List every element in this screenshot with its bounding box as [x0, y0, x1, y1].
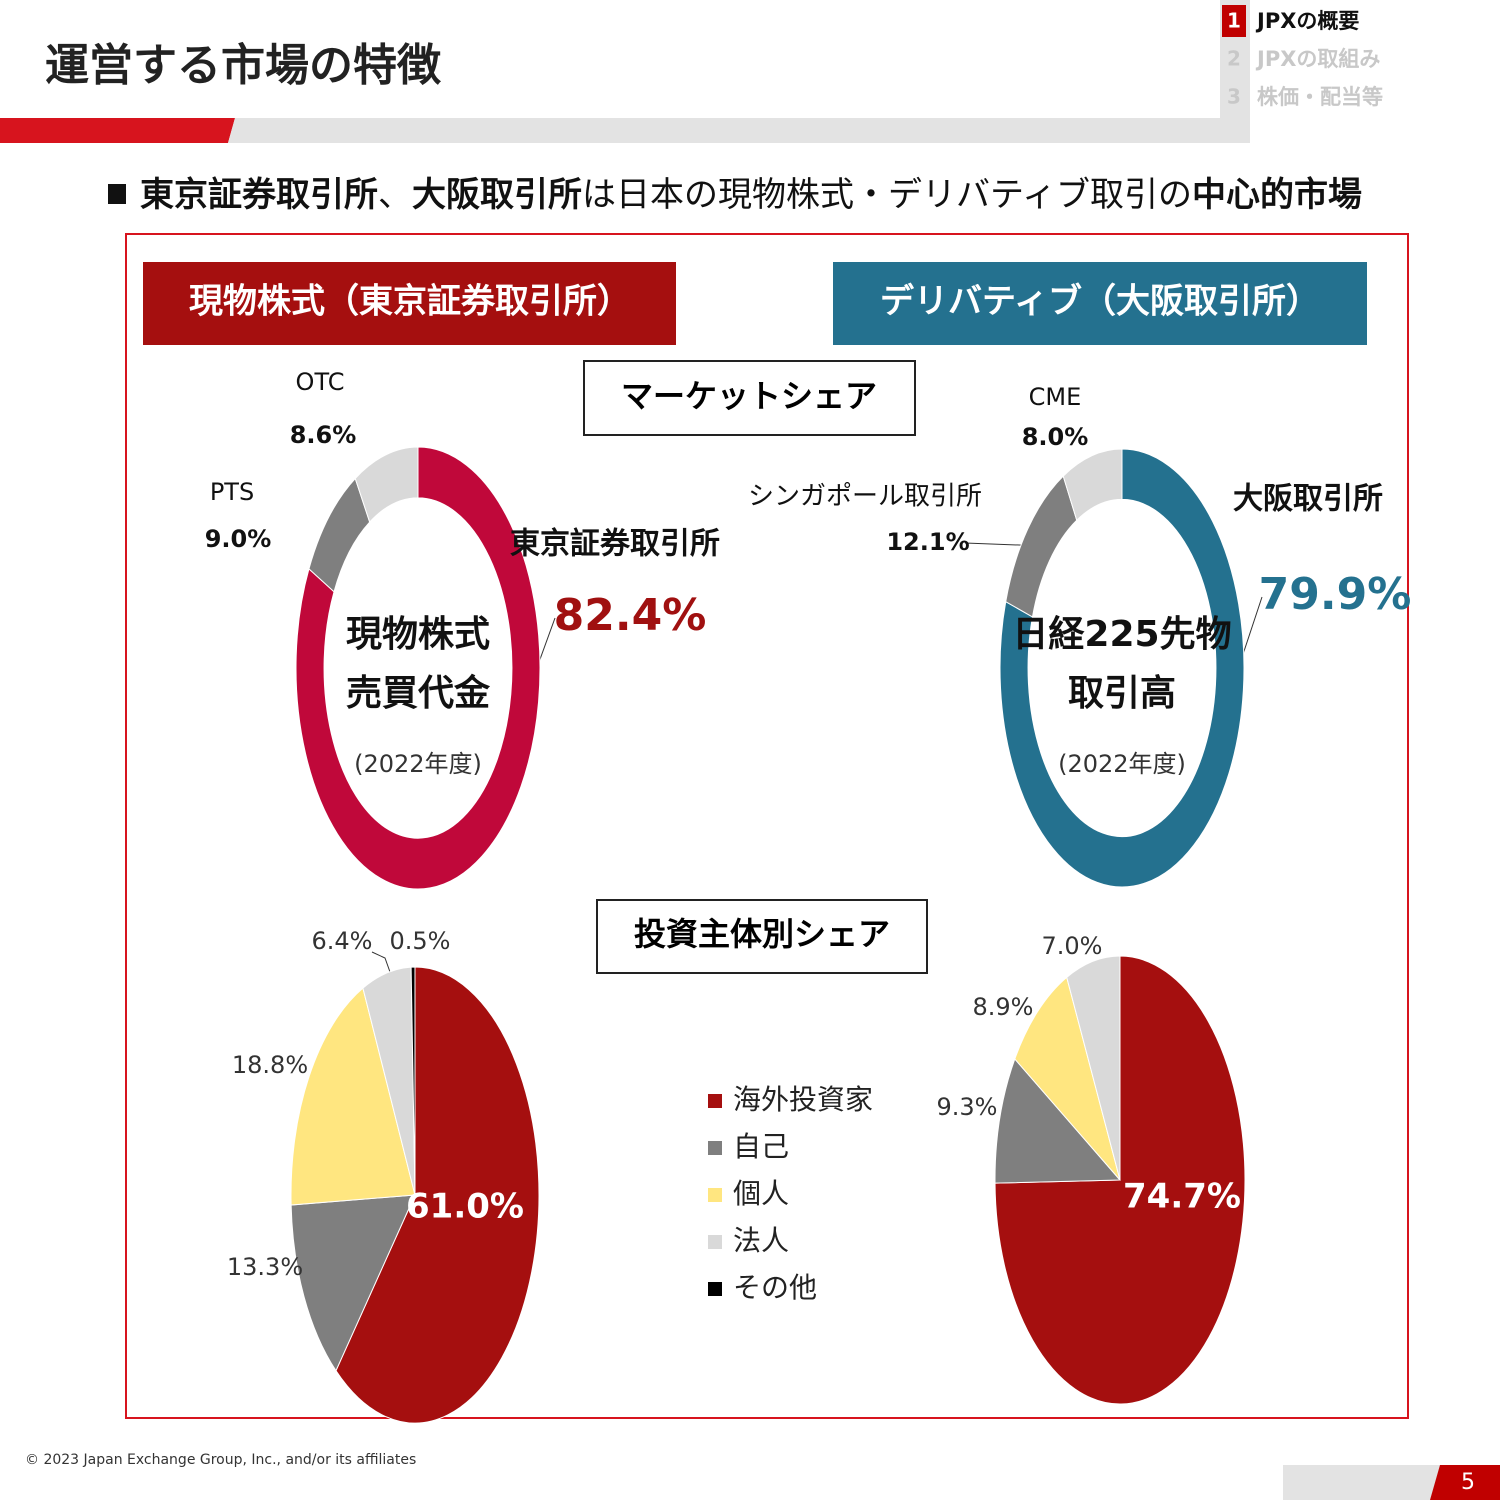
- slice-value: 12.1%: [886, 528, 969, 556]
- pie-slice: [994, 955, 1246, 1405]
- donut-slice: [1062, 448, 1123, 522]
- slice-value: 9.3%: [937, 1093, 998, 1121]
- slice-name: OTC: [296, 368, 345, 396]
- page-tab: [1430, 1465, 1500, 1500]
- legend-swatch: [708, 1282, 722, 1296]
- donut-slice: [354, 446, 419, 524]
- section-title: 現物株式（東京証券取引所）: [189, 282, 631, 322]
- pie-slice: [335, 966, 540, 1424]
- legend-swatch: [708, 1235, 722, 1249]
- center-label: 売買代金: [346, 672, 491, 714]
- deriv-banner: [833, 262, 1367, 345]
- legend-swatch: [708, 1141, 722, 1155]
- slice-name: 大阪取引所: [1233, 482, 1383, 517]
- pie-slice: [410, 966, 416, 1196]
- pie-slice: [290, 987, 416, 1206]
- slice-value: 8.0%: [1022, 423, 1089, 451]
- slice-value: 79.9%: [1259, 569, 1412, 620]
- donut-slice: [999, 448, 1245, 888]
- page-title: 運営する市場の特徴: [45, 40, 442, 91]
- box-label: 投資主体別シェア: [634, 915, 890, 953]
- accent-band: [228, 118, 1250, 143]
- section-title: デリバティブ（大阪取引所）: [880, 282, 1320, 322]
- slice-value: 8.6%: [290, 421, 357, 449]
- center-label: 現物株式: [346, 614, 490, 655]
- leader-line: [371, 951, 391, 973]
- donut-slice: [1005, 475, 1078, 618]
- slice-value: 82.4%: [554, 590, 707, 641]
- nav-number: 2: [1227, 47, 1241, 71]
- legend-label: 法人: [733, 1224, 789, 1257]
- bullet: [108, 184, 126, 204]
- copyright: © 2023 Japan Exchange Group, Inc., and/o…: [25, 1452, 416, 1468]
- box-label: マーケットシェア: [621, 377, 877, 415]
- pie-slice: [994, 1058, 1122, 1184]
- slice-name: 東京証券取引所: [510, 527, 720, 562]
- label-box: [583, 360, 916, 436]
- headline-part: 中心的市場: [1192, 175, 1362, 215]
- slice-value: 18.8%: [232, 1051, 308, 1079]
- page-number: 5: [1461, 1470, 1475, 1495]
- slice-value: 13.3%: [227, 1253, 303, 1281]
- donut-slice: [295, 446, 541, 890]
- center-note: (2022年度): [1058, 750, 1186, 778]
- slice-value: 0.5%: [390, 927, 451, 955]
- headline-part: 大阪取引所: [412, 175, 582, 215]
- headline: 東京証券取引所、大阪取引所は日本の現物株式・デリバティブ取引の中心的市場: [140, 175, 1362, 215]
- slice-value: 6.4%: [312, 927, 373, 955]
- frame: [125, 233, 1409, 1419]
- center-label: 取引高: [1068, 673, 1176, 714]
- cash-banner: [143, 262, 676, 345]
- slice-value: 7.0%: [1042, 932, 1103, 960]
- slice-value: 9.0%: [205, 525, 272, 553]
- pie-slice: [1014, 976, 1121, 1181]
- center-label: 日経225先物: [1012, 614, 1231, 655]
- nav-active: [1222, 5, 1246, 37]
- slice-value: 61.0%: [406, 1187, 524, 1227]
- accent-bar: [0, 118, 235, 143]
- headline-part: 、: [378, 175, 412, 215]
- slice-value: 8.9%: [973, 993, 1034, 1021]
- pie-slice: [1066, 955, 1121, 1181]
- slice-name: CME: [1029, 383, 1082, 411]
- headline-part: 東京証券取引所: [140, 175, 378, 215]
- headline-part: は日本の現物株式・デリバティブ取引の: [582, 175, 1192, 215]
- nav-number: 3: [1227, 85, 1241, 109]
- legend-swatch: [708, 1094, 722, 1108]
- nav-number: 1: [1227, 9, 1241, 33]
- label-box: [596, 899, 928, 974]
- legend-label: 個人: [733, 1177, 789, 1210]
- nav-item: JPXの取組み: [1255, 47, 1380, 71]
- legend-label: 自己: [733, 1130, 789, 1163]
- legend-label: 海外投資家: [733, 1083, 873, 1116]
- legend-swatch: [708, 1188, 722, 1202]
- legend-label: その他: [733, 1271, 817, 1304]
- slice-name: シンガポール取引所: [748, 482, 982, 512]
- pie-slice: [290, 1194, 416, 1372]
- slice-value: 74.7%: [1123, 1177, 1241, 1217]
- center-note: (2022年度): [354, 750, 482, 778]
- nav-item: JPXの概要: [1255, 9, 1359, 33]
- slice-name: PTS: [210, 478, 254, 506]
- nav-item: 株価・配当等: [1257, 85, 1383, 109]
